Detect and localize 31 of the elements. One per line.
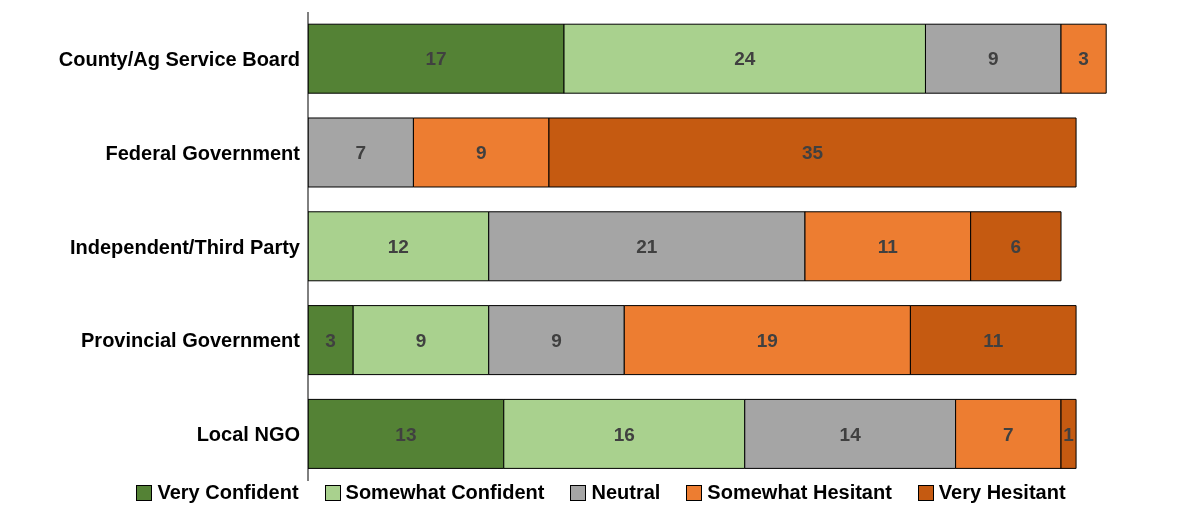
data-label: 7 — [1003, 423, 1014, 445]
legend-label: Somewhat Confident — [344, 481, 545, 504]
data-label: 14 — [839, 423, 862, 445]
data-label: 19 — [756, 329, 778, 351]
legend-label: Very Hesitant — [937, 481, 1066, 504]
y-tick-label: Provincial Government — [81, 329, 301, 352]
y-tick-label: Federal Government — [105, 141, 301, 164]
data-label: 21 — [636, 236, 658, 258]
data-label: 3 — [1078, 48, 1089, 70]
data-label: 13 — [395, 423, 417, 445]
y-tick-label: County/Ag Service Board — [58, 48, 300, 70]
data-label: 6 — [1010, 236, 1022, 258]
data-label: 9 — [475, 142, 487, 164]
data-label: 11 — [983, 329, 1004, 351]
data-label: 3 — [325, 329, 336, 351]
data-label: 9 — [415, 329, 427, 351]
data-label: 16 — [613, 423, 635, 445]
legend-label: Very Confident — [156, 481, 299, 504]
data-label: 17 — [425, 48, 447, 70]
legend-label: Somewhat Hesitant — [706, 481, 892, 504]
y-tick-label: Independent/Third Party — [69, 235, 301, 258]
data-label: 12 — [387, 236, 409, 258]
data-label: 9 — [987, 48, 999, 70]
data-label: 35 — [801, 142, 824, 164]
data-label: 11 — [877, 236, 899, 258]
data-label: 1 — [1063, 423, 1075, 445]
data-label: 9 — [551, 329, 562, 351]
data-label: 24 — [734, 48, 756, 70]
y-tick-label: Local NGO — [196, 423, 300, 446]
legend-label: Neutral — [590, 481, 661, 504]
data-label: 7 — [355, 142, 366, 164]
